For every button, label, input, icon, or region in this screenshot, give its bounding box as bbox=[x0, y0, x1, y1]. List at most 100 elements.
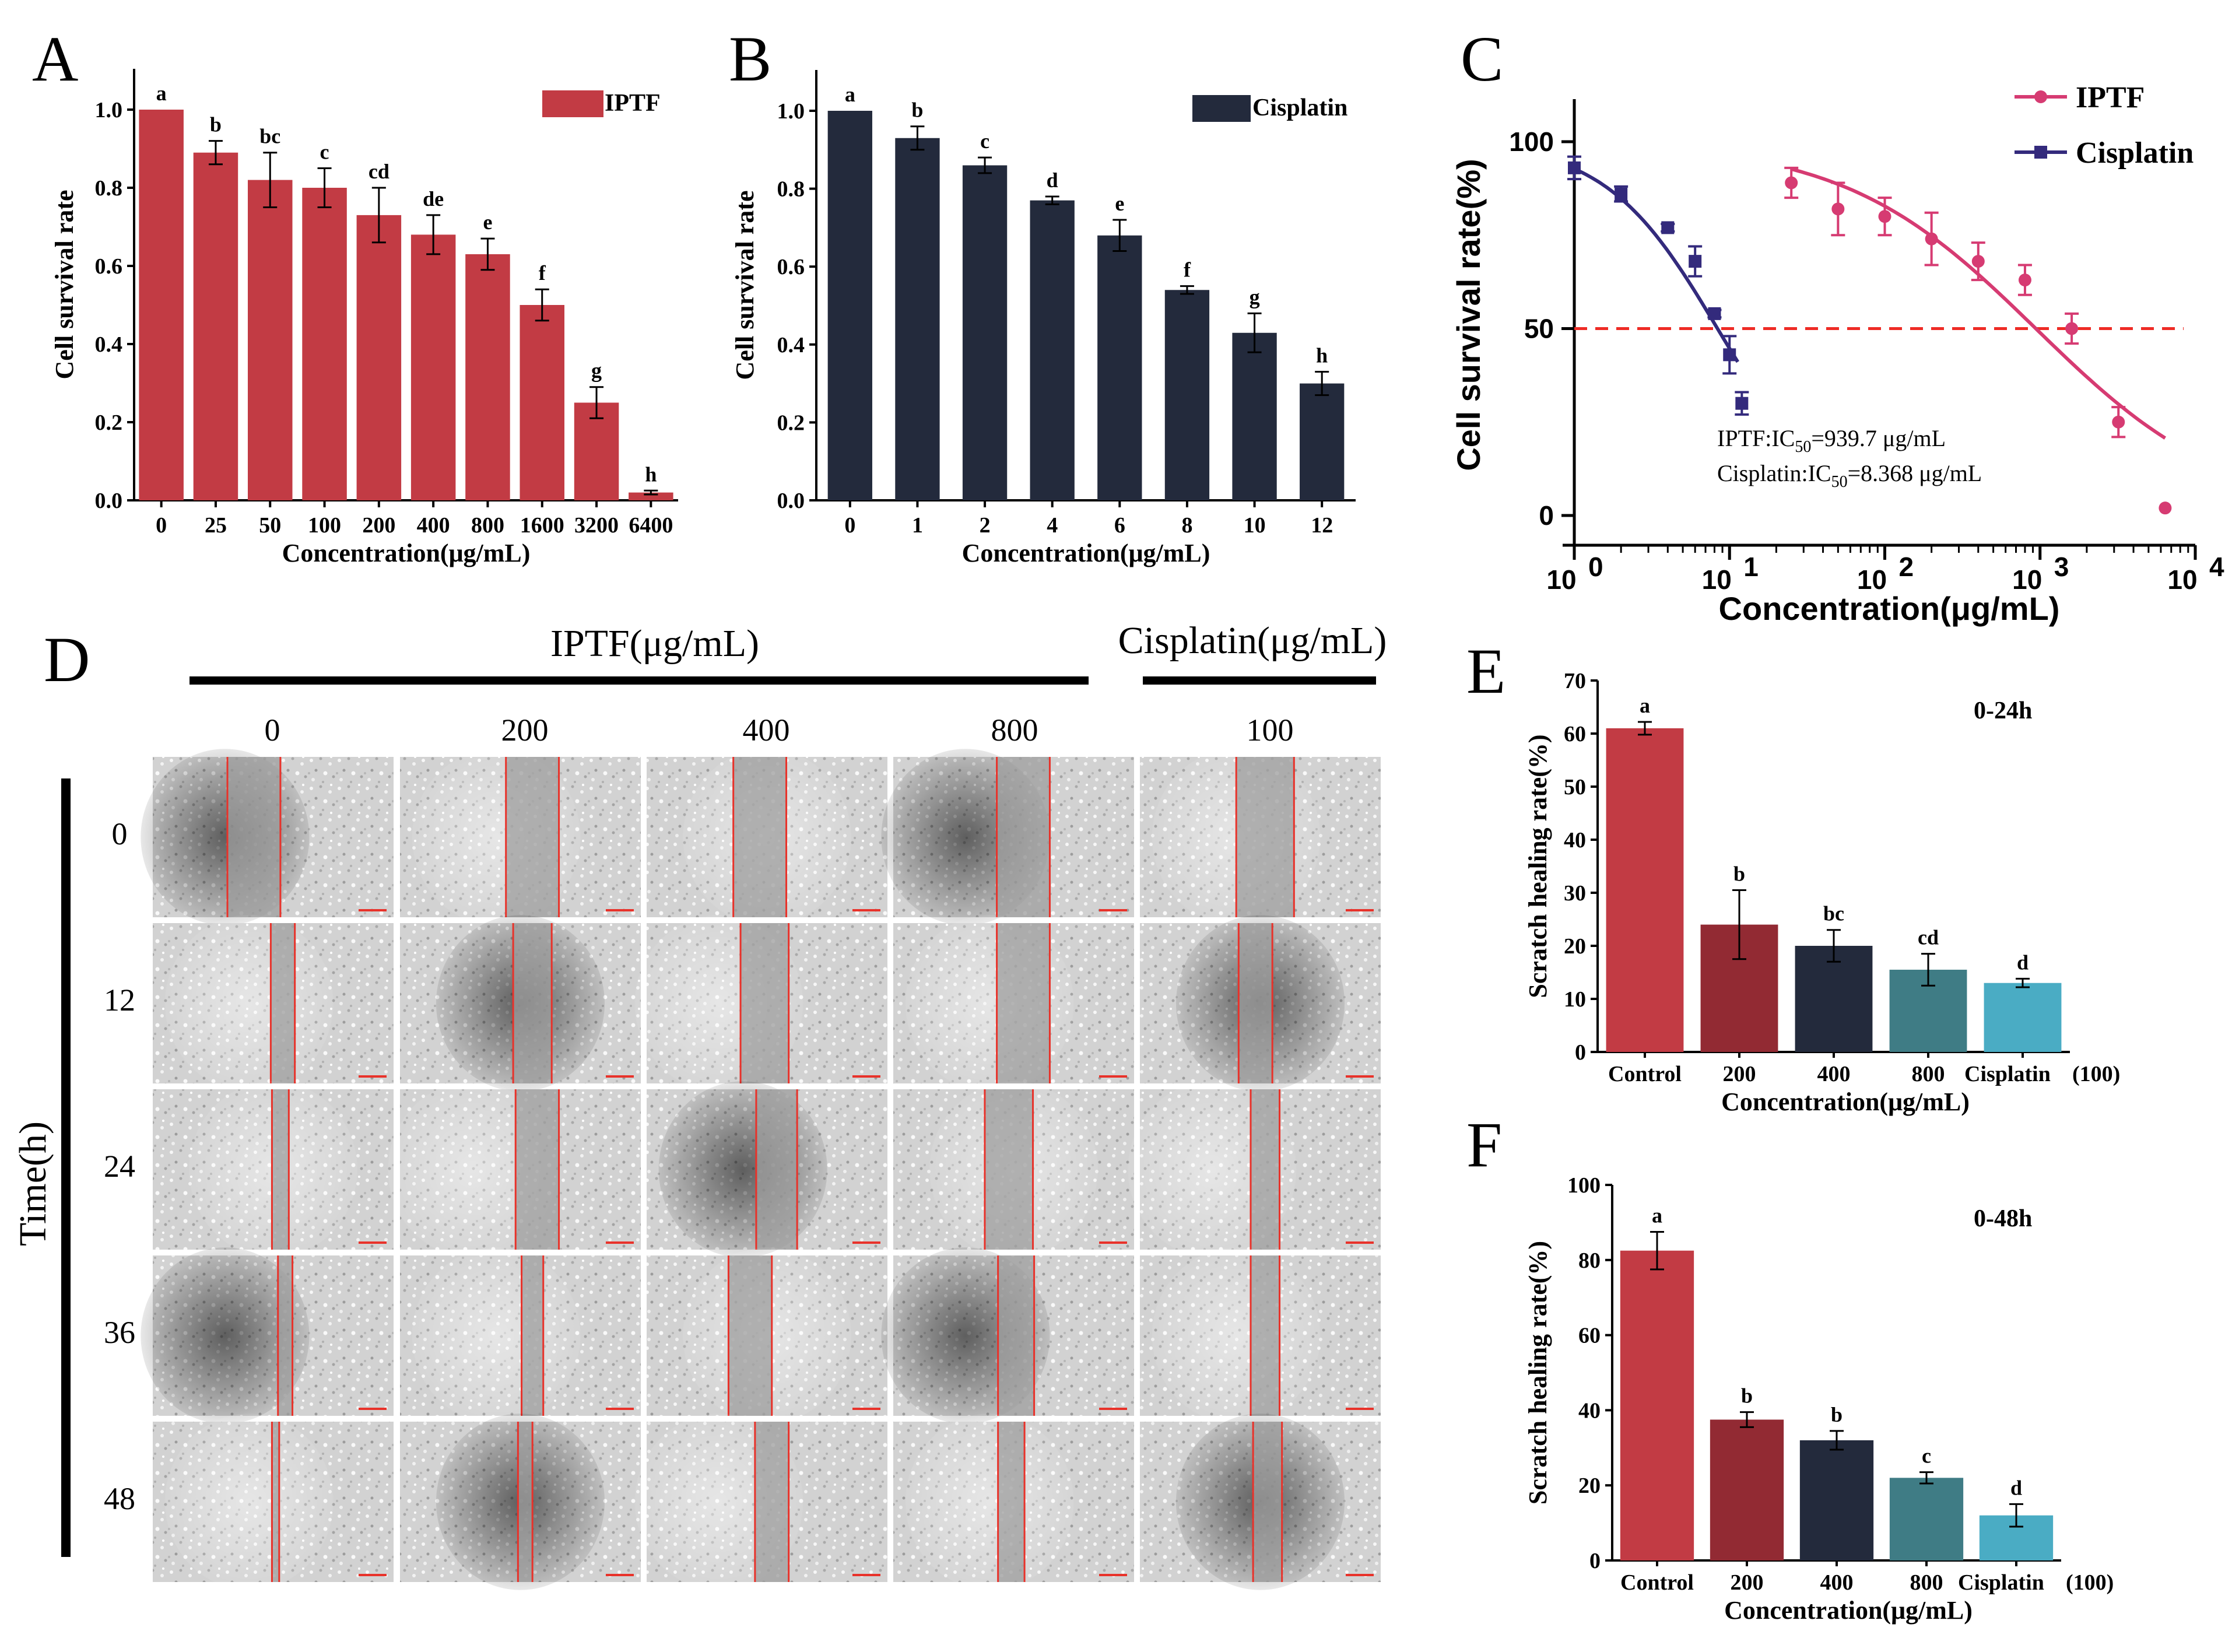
x-tick-label-a: 100 bbox=[308, 513, 341, 538]
y-axis-title-c: Cell survival rate(%) bbox=[1450, 159, 1487, 471]
x-tick-label-b: 6 bbox=[1114, 513, 1125, 538]
x-tick-label-b: 10 bbox=[1244, 513, 1266, 538]
x-tick-label-f: 400 bbox=[1820, 1570, 1854, 1595]
cisplatin-dose-suffix-e: (100) bbox=[2072, 1062, 2120, 1086]
data-point-cisplatin bbox=[1735, 397, 1749, 410]
bar-b-3 bbox=[1030, 200, 1075, 500]
group-label-iptf: IPTF(μg/mL) bbox=[550, 622, 759, 665]
significance-label-f: b bbox=[1831, 1403, 1843, 1426]
column-label: 100 bbox=[1247, 713, 1294, 748]
panel-e-chart: 0-24h 0 10 20 30 40 50 60 70 a Control b 200 bc 400 cd… bbox=[1524, 669, 2120, 1116]
period-label-e: 0-24h bbox=[1974, 697, 2032, 724]
y-tick-label-b: 0.0 bbox=[777, 489, 805, 513]
y-tick-label-b: 1.0 bbox=[777, 99, 805, 124]
y-tick-label-e: 10 bbox=[1564, 987, 1586, 1012]
significance-label-a: b bbox=[210, 113, 222, 136]
legend-swatch-iptf bbox=[542, 90, 603, 117]
x-tick-label-a: 25 bbox=[205, 513, 227, 538]
data-point-iptf bbox=[2112, 415, 2125, 429]
bar-a-7 bbox=[520, 305, 565, 500]
panel-f-chart: 0-48h 0 20 40 60 80 100 a Control b 200 b 400 c 800 d C… bbox=[1524, 1173, 2114, 1625]
x-tick-label-a: 50 bbox=[259, 513, 281, 538]
micrograph-shading bbox=[1152, 1247, 1321, 1424]
x-tick-label-b: 12 bbox=[1311, 513, 1333, 538]
bar-a-0 bbox=[139, 110, 184, 500]
y-tick-label-f: 40 bbox=[1578, 1398, 1601, 1423]
significance-label-a: c bbox=[320, 141, 329, 164]
bar-f-2 bbox=[1799, 1440, 1874, 1560]
bar-a-9 bbox=[629, 492, 673, 500]
significance-label-e: b bbox=[1733, 862, 1745, 885]
data-point-iptf bbox=[1925, 232, 1938, 245]
scratch-gap bbox=[506, 757, 559, 917]
scratch-gap bbox=[996, 757, 1050, 917]
significance-label-a: de bbox=[423, 187, 444, 211]
y-tick-label-b: 0.8 bbox=[777, 177, 805, 202]
micrograph-shading bbox=[141, 1247, 310, 1424]
data-point-cisplatin bbox=[1723, 348, 1736, 362]
data-point-iptf bbox=[2018, 273, 2031, 287]
legend-label-iptf-c: IPTF bbox=[2076, 81, 2145, 114]
significance-label-b: h bbox=[1316, 344, 1328, 367]
x-tick-label-a: 6400 bbox=[629, 513, 673, 538]
x-axis-title-b: Concentration(μg/mL) bbox=[962, 539, 1210, 567]
ic50-iptf-annotation: IPTF:IC50=939.7 μg/mL bbox=[1717, 425, 1946, 456]
scratch-gap bbox=[998, 1255, 1034, 1416]
scratch-gap bbox=[515, 1089, 559, 1250]
panel-a-chart: IPTF 0.0 0.2 0.4 0.6 0.8 1.0 0 a 25 b 50 bc 100 c 200 c… bbox=[50, 69, 678, 567]
scratch-gap bbox=[754, 1422, 789, 1582]
x-tick-label-a: 1600 bbox=[520, 513, 564, 538]
y-tick-label-f: 20 bbox=[1578, 1474, 1601, 1498]
panel-label-a: A bbox=[32, 23, 78, 94]
bar-f-1 bbox=[1710, 1419, 1784, 1560]
significance-label-f: a bbox=[1652, 1204, 1662, 1227]
y-tick-label-a: 0.2 bbox=[95, 411, 123, 435]
y-tick-label-b: 0.4 bbox=[777, 333, 805, 357]
y-tick-label-c: 100 bbox=[1509, 127, 1554, 157]
panel-d-scratch-grid: IPTF(μg/mL) Cisplatin(μg/mL) Time(h) 0 20… bbox=[12, 619, 1387, 1590]
y-tick-label-c: 50 bbox=[1524, 314, 1554, 344]
x-tick-label-b: 2 bbox=[980, 513, 991, 538]
x-axis-title-e: Concentration(μg/mL) bbox=[1721, 1088, 1970, 1116]
data-point-cisplatin bbox=[1708, 307, 1721, 320]
panel-label-b: B bbox=[729, 23, 771, 94]
x-tick-label-b: 1 bbox=[912, 513, 923, 538]
data-point-iptf bbox=[2065, 322, 2079, 335]
y-axis-title-e: Scratch healing rate(%) bbox=[1524, 734, 1552, 998]
y-tick-label-f: 60 bbox=[1578, 1324, 1601, 1348]
x-tick-label-b: 0 bbox=[844, 513, 855, 538]
fit-curve-iptf bbox=[1791, 167, 2167, 440]
fit-curve-cisplatin bbox=[1573, 167, 1739, 363]
x-tick-exponent-c: 3 bbox=[2054, 552, 2069, 582]
significance-label-a: cd bbox=[369, 160, 389, 183]
x-tick-label-a: 400 bbox=[417, 513, 450, 538]
y-tick-label-e: 40 bbox=[1564, 828, 1586, 853]
legend-label-iptf: IPTF bbox=[605, 90, 661, 117]
scratch-gap bbox=[1250, 1089, 1280, 1250]
scratch-gap bbox=[227, 757, 280, 917]
bar-b-2 bbox=[962, 165, 1008, 500]
scratch-gap bbox=[271, 923, 295, 1083]
y-tick-label-e: 0 bbox=[1575, 1040, 1586, 1065]
x-tick-label-a: 200 bbox=[362, 513, 395, 538]
row-label: 24 bbox=[104, 1149, 135, 1184]
panel-c-chart: IPTF Cisplatin IPTF:IC50=939.7 μg/mL Cis… bbox=[1450, 81, 2224, 627]
y-tick-label-f: 80 bbox=[1578, 1248, 1601, 1273]
bar-b-4 bbox=[1097, 235, 1142, 500]
x-axis-title-f: Concentration(μg/mL) bbox=[1724, 1596, 1973, 1625]
bar-f-3 bbox=[1889, 1478, 1964, 1560]
panel-b-chart: Cisplatin 0.0 0.2 0.4 0.6 0.8 1.0 0 a 1 b 2 c 4 d 6 e 8 f… bbox=[731, 70, 1356, 567]
bar-a-1 bbox=[193, 152, 238, 500]
x-tick-label-a: 0 bbox=[156, 513, 167, 538]
x-tick-label-a: 800 bbox=[471, 513, 504, 538]
bar-e-2 bbox=[1795, 946, 1873, 1052]
x-tick-label-c: 10 bbox=[1702, 564, 1732, 595]
significance-label-f: b bbox=[1741, 1384, 1753, 1408]
x-tick-label-c: 10 bbox=[2012, 564, 2042, 595]
significance-label-a: a bbox=[156, 82, 167, 105]
group-bar-cisplatin bbox=[1143, 676, 1376, 685]
scratch-gap bbox=[513, 923, 552, 1083]
y-axis-title-b: Cell survival rate bbox=[731, 190, 759, 380]
y-tick-label-a: 0.0 bbox=[95, 489, 123, 513]
